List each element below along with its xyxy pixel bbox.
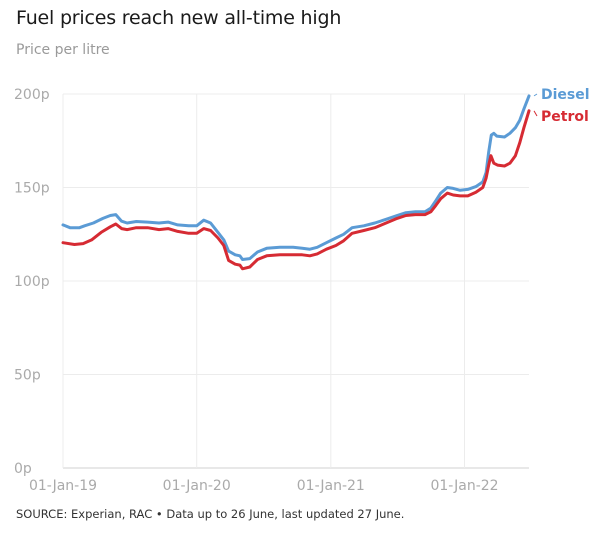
y-tick-label-0: 0p bbox=[14, 461, 32, 477]
gridlines bbox=[62, 93, 529, 469]
y-tick-label-200: 200p bbox=[14, 87, 50, 103]
label-connector-petrol bbox=[533, 110, 538, 117]
series-labels: Diesel Petrol bbox=[533, 87, 590, 125]
x-tick-label-1: 01-Jan-20 bbox=[163, 478, 231, 494]
y-tick-label-100: 100p bbox=[14, 274, 50, 290]
source-note: SOURCE: Experian, RAC • Data up to 26 Ju… bbox=[16, 507, 405, 521]
x-tick-label-2: 01-Jan-21 bbox=[297, 478, 365, 494]
y-tick-label-150: 150p bbox=[14, 181, 50, 197]
chart-subtitle: Price per litre bbox=[16, 42, 110, 58]
series-lines bbox=[61, 94, 531, 271]
series-label-petrol: Petrol bbox=[541, 109, 589, 125]
label-connector-diesel bbox=[533, 93, 538, 97]
chart-title: Fuel prices reach new all-time high bbox=[16, 7, 342, 29]
y-tick-label-50: 50p bbox=[14, 368, 41, 384]
series-line-diesel bbox=[61, 94, 531, 261]
x-tick-label-3: 01-Jan-22 bbox=[430, 478, 498, 494]
x-tick-label-0: 01-Jan-19 bbox=[29, 478, 97, 494]
series-label-diesel: Diesel bbox=[541, 87, 590, 103]
x-axis-ticks: 01-Jan-19 01-Jan-20 01-Jan-21 01-Jan-22 bbox=[29, 478, 499, 494]
y-axis-ticks: 0p 50p 100p 150p 200p bbox=[14, 87, 50, 477]
series-line-petrol bbox=[61, 109, 531, 271]
